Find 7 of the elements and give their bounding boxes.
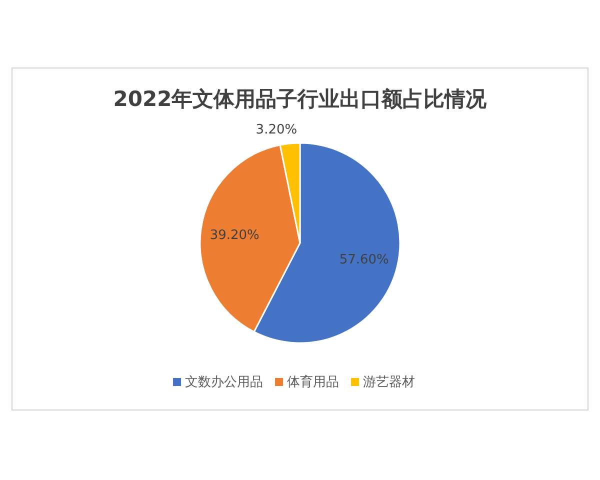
legend-label: 体育用品 <box>287 374 339 390</box>
legend-label: 游艺器材 <box>363 375 415 390</box>
data-label: 3.20% <box>256 122 298 138</box>
legend-label: 文数办公用品 <box>185 375 263 390</box>
chart-title: 2022年文体用品子行业出口额占比情况 <box>113 87 488 111</box>
data-label: 57.60% <box>339 252 389 268</box>
data-label: 39.20% <box>210 228 260 243</box>
